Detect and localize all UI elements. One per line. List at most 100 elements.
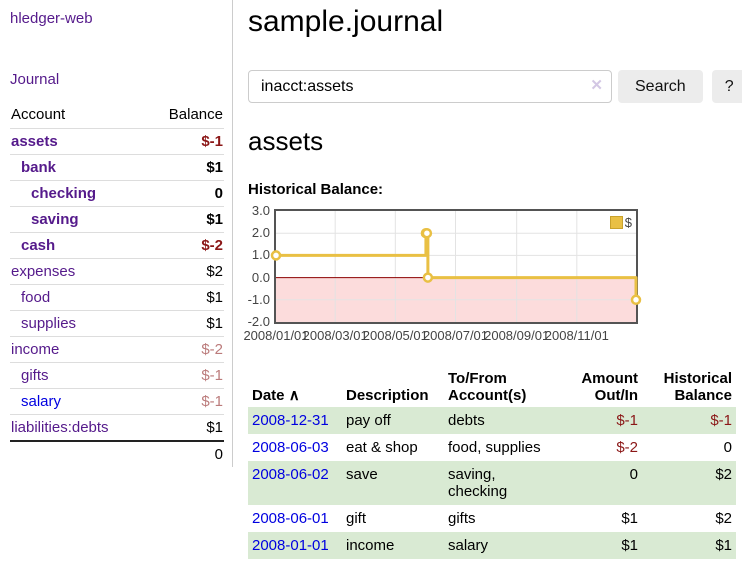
transaction-description: gift (346, 510, 367, 527)
register-row: 2008-01-01 income salary $1 $1 (248, 532, 736, 559)
account-link[interactable]: food (21, 289, 51, 306)
app-window: hledger-web Journal Account Balance asse… (0, 0, 742, 559)
account-row: bank $1 (10, 154, 224, 181)
legend-label: $ (624, 215, 632, 230)
transaction-date-link[interactable]: 2008-06-03 (252, 439, 329, 456)
transaction-balance: $1 (715, 537, 732, 554)
column-header-date[interactable]: Date ∧ (252, 387, 300, 404)
account-row: checking 0 (10, 180, 224, 207)
account-row: food $1 (10, 284, 224, 311)
y-tick-label: 3.0 (251, 203, 270, 218)
help-button[interactable]: ? (711, 70, 742, 103)
column-header-balance: Historical Balance (663, 370, 732, 404)
transaction-amount: $1 (621, 510, 638, 527)
register-header-row: Date ∧ Description To/From Account(s) Am… (248, 367, 736, 407)
account-balance: $-1 (146, 362, 224, 389)
transaction-description: income (346, 537, 395, 554)
search-box: ✕ (248, 70, 612, 103)
transaction-date-link[interactable]: 2008-06-01 (252, 510, 329, 527)
chart-legend: $ (608, 214, 633, 231)
account-balance: $-2 (146, 232, 224, 259)
y-tick-label: -1.0 (247, 291, 270, 307)
account-link[interactable]: salary (21, 393, 62, 410)
y-tick-label: 0.0 (251, 269, 270, 285)
transaction-accounts: debts (448, 412, 485, 429)
search-input[interactable] (248, 70, 612, 103)
account-heading: assets (248, 126, 324, 156)
transaction-accounts: food, supplies (448, 439, 541, 456)
chart-plot-area[interactable]: $ (270, 209, 642, 324)
transaction-amount: $-2 (616, 439, 638, 456)
transaction-amount: $-1 (616, 412, 638, 429)
account-row: gifts $-1 (10, 362, 224, 389)
accounts-total-row: 0 (10, 440, 224, 467)
x-tick-label: 2008/09/01 (484, 328, 550, 343)
x-tick-label: 2008/03/01 (302, 328, 368, 343)
accounts-header-balance: Balance (168, 106, 223, 123)
transaction-accounts: salary (448, 537, 489, 554)
account-balance: $2 (146, 258, 224, 285)
clear-search-icon[interactable]: ✕ (590, 77, 603, 94)
register-row: 2008-06-03 eat & shop food, supplies $-2 0 (248, 434, 736, 461)
account-row: supplies $1 (10, 310, 224, 337)
main-content: sample.journal ✕ Search ? assets Histori… (233, 0, 742, 559)
transaction-description: save (346, 466, 378, 483)
register-row: 2008-06-02 save saving, checking 0 $2 (248, 461, 736, 505)
account-row: salary $-1 (10, 388, 224, 415)
account-link[interactable]: income (11, 341, 60, 358)
account-balance: $1 (146, 284, 224, 311)
account-link[interactable]: saving (31, 211, 79, 228)
column-header-description: Description (346, 387, 429, 404)
transaction-balance: 0 (723, 439, 732, 456)
account-balance: $1 (146, 414, 224, 441)
sidebar-item-journal[interactable]: Journal (10, 71, 60, 88)
transaction-description: pay off (346, 412, 391, 429)
y-tick-label: 2.0 (251, 225, 270, 241)
account-balance: 0 (146, 180, 224, 207)
transaction-accounts: gifts (448, 510, 476, 527)
x-tick-label: 2008/11/01 (544, 328, 609, 343)
account-balance: $-1 (146, 388, 224, 415)
account-row: income $-2 (10, 336, 224, 363)
register-table: Date ∧ Description To/From Account(s) Am… (248, 367, 736, 559)
account-balance: $1 (146, 154, 224, 181)
y-tick-label: -2.0 (247, 314, 270, 329)
account-link[interactable]: checking (31, 185, 97, 202)
sidebar: hledger-web Journal Account Balance asse… (0, 0, 233, 467)
app-title-link[interactable]: hledger-web (10, 10, 93, 27)
transaction-date-link[interactable]: 2008-01-01 (252, 537, 329, 554)
transaction-date-link[interactable]: 2008-12-31 (252, 412, 329, 429)
account-balance: $1 (146, 206, 224, 233)
account-row: liabilities:debts $1 (10, 414, 224, 441)
account-balance: $1 (146, 310, 224, 337)
account-row: saving $1 (10, 206, 224, 233)
transaction-date-link[interactable]: 2008-06-02 (252, 466, 329, 483)
transaction-accounts: saving, checking (448, 466, 508, 500)
transaction-amount: $1 (621, 537, 638, 554)
sort-asc-icon: ∧ (288, 387, 300, 404)
chart-title: Historical Balance: (248, 181, 384, 198)
column-header-accounts: To/From Account(s) (448, 370, 527, 404)
x-tick-label: 2008/05/01 (362, 328, 428, 343)
transaction-description: eat & shop (346, 439, 418, 456)
account-balance: $-1 (146, 128, 224, 155)
account-link[interactable]: expenses (11, 263, 76, 280)
accounts-total-value: 0 (146, 440, 224, 467)
account-link[interactable]: supplies (21, 315, 77, 332)
balance-chart: 3.0 2.0 1.0 0.0 -1.0 -2.0 $ 2008/01/01 2008/03… (243, 203, 688, 343)
account-row: assets $-1 (10, 128, 224, 155)
accounts-header-account: Account (11, 106, 66, 123)
page-title: sample.journal (248, 5, 444, 38)
search-bar: ✕ Search ? (248, 70, 742, 103)
transaction-balance: $2 (715, 466, 732, 483)
search-button[interactable]: Search (618, 70, 703, 103)
register-row: 2008-12-31 pay off debts $-1 $-1 (248, 407, 736, 434)
transaction-amount: 0 (629, 466, 638, 483)
account-link[interactable]: bank (21, 159, 57, 176)
column-header-amount: Amount Out/In (581, 370, 638, 404)
account-link[interactable]: liabilities:debts (11, 419, 109, 436)
transaction-balance: $-1 (710, 412, 732, 429)
account-link[interactable]: assets (11, 133, 58, 150)
account-link[interactable]: gifts (21, 367, 49, 384)
account-link[interactable]: cash (21, 237, 56, 254)
